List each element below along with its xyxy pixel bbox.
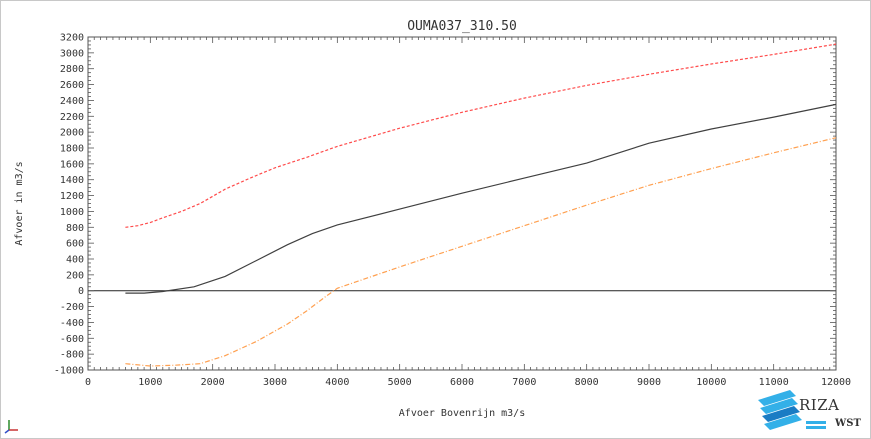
logo-subtext: WST [835, 418, 861, 429]
y-tick-label: 200 [66, 270, 84, 281]
series-lines [125, 43, 837, 367]
y-tick-label: -200 [60, 302, 84, 313]
y-axis-title: Afvoer in m3/s [14, 161, 25, 245]
y-tick-label: 2600 [60, 80, 84, 91]
y-tick-label: 600 [66, 239, 84, 250]
y-tick-label: 400 [66, 255, 84, 266]
x-tick-label: 9000 [637, 377, 661, 388]
series-line-3 [125, 137, 837, 367]
y-tick-label: -600 [60, 334, 84, 345]
y-tick-label: 2400 [60, 96, 84, 107]
ticks: 0 1000 2000 3000 4000 5000 6000 7000 8000 9000 100… [54, 33, 851, 389]
y-tick-label: 800 [66, 223, 84, 234]
x-tick-label: 11000 [759, 377, 789, 388]
x-tick-label: 4000 [325, 377, 349, 388]
y-tick-label: 1200 [60, 191, 84, 202]
y-tick-label: 1800 [60, 144, 84, 155]
series-line-1 [125, 43, 837, 228]
y-tick-label: -1000 [54, 366, 84, 377]
x-tick-label: 2000 [201, 377, 225, 388]
chart-title: OUMA037_310.50 [407, 19, 517, 34]
y-tick-label: -800 [60, 350, 84, 361]
y-tick-label: -400 [60, 318, 84, 329]
logo-text: RIZA [799, 396, 840, 414]
x-tick-label: 5000 [388, 377, 412, 388]
xyz-axes-icon [4, 420, 18, 434]
x-tick-label: 8000 [575, 377, 599, 388]
y-tick-label: 1000 [60, 207, 84, 218]
x-tick-label: 3000 [263, 377, 287, 388]
y-tick-label: 3200 [60, 33, 84, 44]
x-tick-label: 6000 [450, 377, 474, 388]
y-tick-label: 2800 [60, 64, 84, 75]
x-tick-label: 10000 [696, 377, 726, 388]
x-tick-label: 7000 [512, 377, 536, 388]
plot-area [88, 37, 836, 370]
y-tick-label: 0 [78, 286, 84, 297]
riza-logo-icon [758, 390, 826, 430]
y-tick-label: 3000 [60, 48, 84, 59]
y-tick-label: 1600 [60, 159, 84, 170]
x-tick-label: 1000 [138, 377, 162, 388]
y-tick-label: 2000 [60, 128, 84, 139]
y-tick-label: 1400 [60, 175, 84, 186]
x-tick-label: 0 [85, 377, 91, 388]
y-tick-label: 2200 [60, 112, 84, 123]
series-line-2 [125, 103, 837, 294]
x-axis-title: Afvoer Bovenrijn m3/s [399, 408, 525, 419]
x-tick-label: 12000 [821, 377, 851, 388]
